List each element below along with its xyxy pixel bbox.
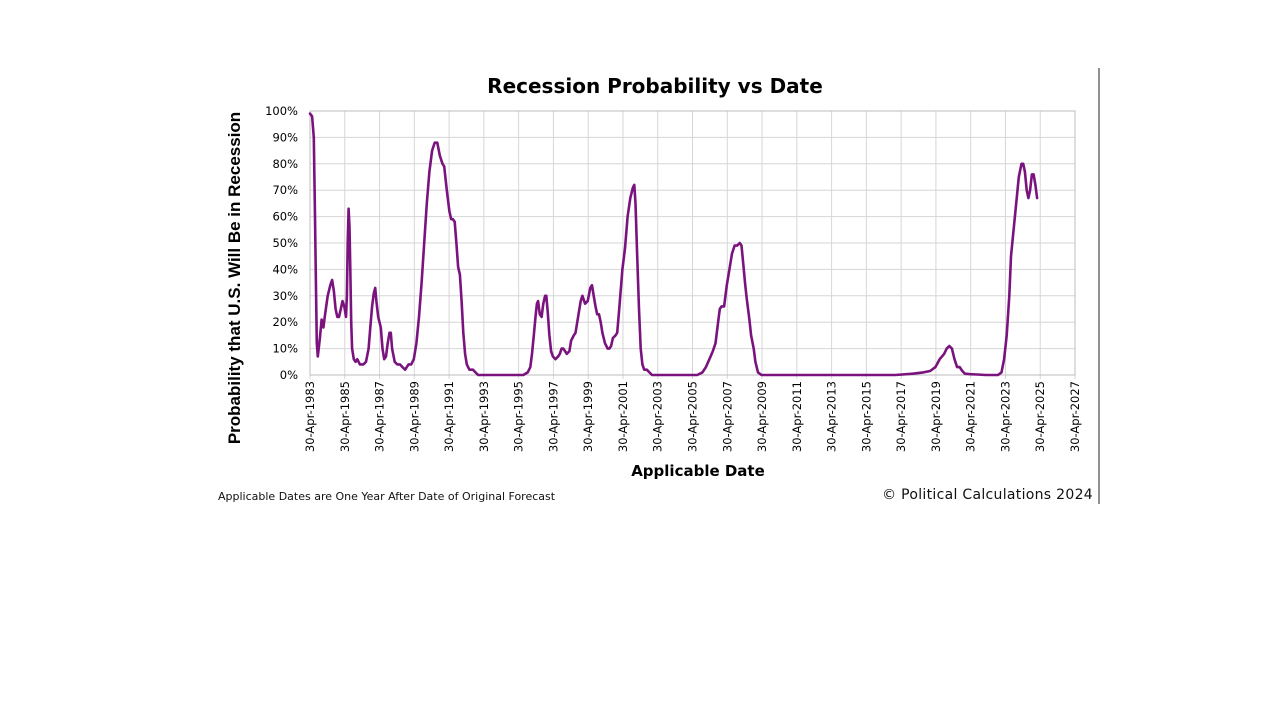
y-tick-label: 70%	[272, 183, 298, 197]
x-tick-label: 30-Apr-1987	[373, 381, 387, 452]
x-tick-label: 30-Apr-2027	[1068, 381, 1082, 452]
y-tick-label: 0%	[280, 368, 298, 382]
x-tick-label: 30-Apr-1993	[477, 381, 491, 452]
copyright-text: © Political Calculations 2024	[882, 487, 1093, 503]
x-tick-label: 30-Apr-1989	[407, 381, 421, 452]
series-layer	[308, 112, 1039, 377]
x-tick-label: 30-Apr-2021	[964, 381, 978, 452]
x-tick-label: 30-Apr-2001	[616, 381, 630, 452]
x-tick-label: 30-Apr-1985	[338, 381, 352, 452]
footnote-text: Applicable Dates are One Year After Date…	[218, 490, 556, 503]
x-tick-label: 30-Apr-1995	[512, 381, 526, 452]
x-tick-label: 30-Apr-2023	[998, 381, 1012, 452]
x-tick-label: 30-Apr-1991	[442, 381, 456, 452]
x-tick-label: 30-Apr-2025	[1033, 381, 1047, 452]
y-tick-label: 30%	[272, 289, 298, 303]
x-tick-label: 30-Apr-2015	[859, 381, 873, 452]
x-tick-label: 30-Apr-2005	[686, 381, 700, 452]
y-tick-label: 40%	[272, 262, 298, 276]
chart-title: Recession Probability vs Date	[487, 74, 823, 98]
y-axis-label: Probability that U.S. Will Be in Recessi…	[225, 112, 244, 444]
x-tick-label: 30-Apr-2009	[755, 381, 769, 452]
y-tick-label: 100%	[265, 104, 298, 118]
x-tick-label: 30-Apr-2013	[825, 381, 839, 452]
x-axis-ticks: 30-Apr-1983 30-Apr-1985 30-Apr-1987 30-Apr-…	[303, 381, 1082, 452]
y-tick-label: 60%	[272, 210, 298, 224]
y-tick-label: 50%	[272, 236, 298, 250]
x-tick-label: 30-Apr-2003	[651, 381, 665, 452]
x-tick-label: 30-Apr-1997	[546, 381, 560, 452]
recession-probability-line	[308, 112, 1039, 377]
x-tick-label: 30-Apr-2011	[790, 381, 804, 452]
y-tick-label: 20%	[272, 315, 298, 329]
x-tick-label: 30-Apr-2017	[894, 381, 908, 452]
y-tick-label: 10%	[272, 342, 298, 356]
x-tick-label: 30-Apr-1999	[581, 381, 595, 452]
x-tick-label: 30-Apr-2007	[720, 381, 734, 452]
y-tick-label: 80%	[272, 157, 298, 171]
y-axis-ticks: 0% 10% 20% 30% 40% 50% 60% 70% 80% 90% 100%	[265, 104, 298, 382]
x-axis-label: Applicable Date	[631, 462, 765, 480]
x-tick-label: 30-Apr-2019	[929, 381, 943, 452]
y-tick-label: 90%	[272, 130, 298, 144]
x-tick-label: 30-Apr-1983	[303, 381, 317, 452]
